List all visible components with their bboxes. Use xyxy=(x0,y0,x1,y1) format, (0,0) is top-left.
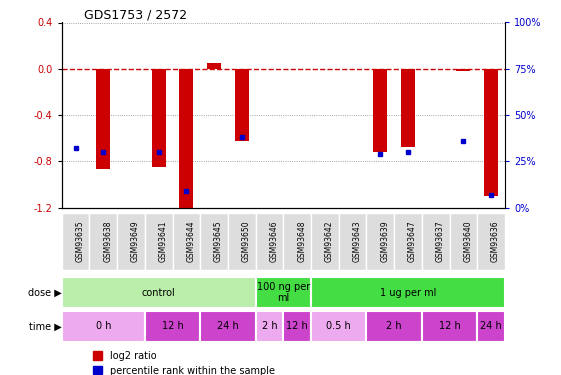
Bar xyxy=(256,213,283,270)
Bar xyxy=(228,213,256,270)
Text: 24 h: 24 h xyxy=(217,321,239,332)
Text: 12 h: 12 h xyxy=(162,321,183,332)
Bar xyxy=(477,213,505,270)
Text: GSM93649: GSM93649 xyxy=(131,221,140,262)
Bar xyxy=(173,213,200,270)
Text: 12 h: 12 h xyxy=(286,321,308,332)
Bar xyxy=(283,213,311,270)
Bar xyxy=(256,277,311,308)
Text: GDS1753 / 2572: GDS1753 / 2572 xyxy=(84,8,187,21)
Bar xyxy=(180,69,194,210)
Legend: log2 ratio, percentile rank within the sample: log2 ratio, percentile rank within the s… xyxy=(89,347,279,375)
Bar xyxy=(311,277,505,308)
Text: GSM93647: GSM93647 xyxy=(408,221,417,262)
Text: control: control xyxy=(142,288,176,297)
Text: 100 ng per
ml: 100 ng per ml xyxy=(257,282,310,303)
Bar xyxy=(366,213,394,270)
Text: 12 h: 12 h xyxy=(439,321,461,332)
Bar xyxy=(62,277,256,308)
Bar xyxy=(145,311,200,342)
Bar xyxy=(366,311,422,342)
Bar xyxy=(449,213,477,270)
Bar xyxy=(89,213,117,270)
Bar xyxy=(200,213,228,270)
Bar xyxy=(401,69,415,147)
Text: dose ▶: dose ▶ xyxy=(28,288,62,297)
Text: 2 h: 2 h xyxy=(387,321,402,332)
Bar xyxy=(477,311,505,342)
Text: time ▶: time ▶ xyxy=(29,321,62,332)
Text: GSM93636: GSM93636 xyxy=(491,221,500,262)
Text: GSM93637: GSM93637 xyxy=(436,221,445,262)
Bar xyxy=(200,311,256,342)
Text: 0 h: 0 h xyxy=(95,321,111,332)
Bar xyxy=(62,213,89,270)
Bar xyxy=(235,69,249,141)
Bar xyxy=(256,311,283,342)
Bar xyxy=(311,213,339,270)
Text: GSM93641: GSM93641 xyxy=(159,221,168,262)
Text: 0.5 h: 0.5 h xyxy=(327,321,351,332)
Text: GSM93650: GSM93650 xyxy=(242,221,251,262)
Bar xyxy=(311,311,366,342)
Bar xyxy=(484,69,498,196)
Text: GSM93642: GSM93642 xyxy=(325,221,334,262)
Bar xyxy=(117,213,145,270)
Bar xyxy=(62,311,145,342)
Bar xyxy=(151,69,165,167)
Text: GSM93646: GSM93646 xyxy=(269,221,278,262)
Text: GSM93639: GSM93639 xyxy=(380,221,389,262)
Text: GSM93644: GSM93644 xyxy=(186,221,195,262)
Text: GSM93645: GSM93645 xyxy=(214,221,223,262)
Text: 2 h: 2 h xyxy=(261,321,277,332)
Text: GSM93635: GSM93635 xyxy=(76,221,85,262)
Text: 1 ug per ml: 1 ug per ml xyxy=(380,288,436,297)
Bar xyxy=(96,69,110,170)
Text: GSM93648: GSM93648 xyxy=(297,221,306,262)
Text: 24 h: 24 h xyxy=(480,321,502,332)
Bar xyxy=(373,69,387,152)
Text: GSM93640: GSM93640 xyxy=(463,221,472,262)
Bar xyxy=(283,311,311,342)
Text: GSM93643: GSM93643 xyxy=(352,221,361,262)
Bar xyxy=(422,213,449,270)
Text: GSM93638: GSM93638 xyxy=(103,221,112,262)
Bar xyxy=(145,213,173,270)
Bar xyxy=(422,311,477,342)
Bar xyxy=(394,213,422,270)
Bar xyxy=(207,63,221,69)
Bar xyxy=(457,69,470,71)
Bar xyxy=(339,213,366,270)
